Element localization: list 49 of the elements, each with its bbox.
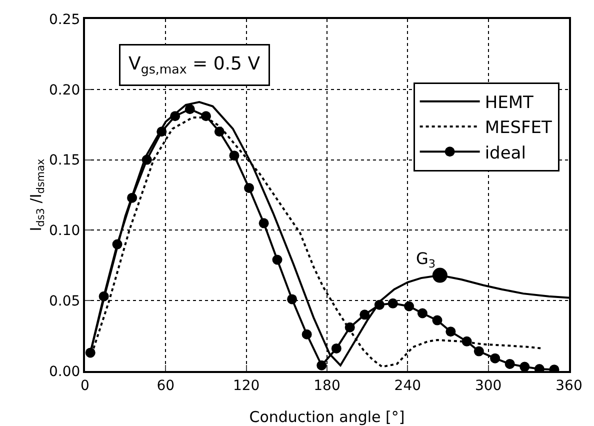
x-tick-label: 0 (80, 378, 90, 394)
legend-label: ideal (484, 143, 526, 164)
x-tick-label: 180 (314, 378, 340, 394)
x-tick-label: 240 (394, 378, 422, 394)
point (142, 154, 152, 165)
point (504, 358, 515, 369)
x-tick-label: 120 (232, 378, 260, 394)
y-tick-label: 0.20 (49, 82, 80, 98)
legend-label: MESFET (484, 118, 553, 138)
point (272, 254, 282, 265)
point (490, 353, 500, 364)
point (302, 329, 312, 340)
point (474, 346, 484, 356)
point (316, 360, 327, 370)
point (344, 322, 355, 332)
y-tick-label: 0.05 (49, 294, 80, 310)
x-tick-label: 300 (474, 378, 502, 394)
point (98, 291, 109, 302)
point (170, 111, 180, 122)
y-tick-label: 0.00 (49, 364, 80, 380)
point (258, 218, 269, 228)
legend-label: HEMT (484, 93, 534, 114)
point (446, 326, 456, 337)
point (112, 239, 122, 250)
point (214, 126, 224, 137)
x-tick-label: 60 (156, 378, 175, 394)
point (360, 310, 370, 320)
point (244, 182, 254, 193)
x-axis-title: Conduction angle [°] (249, 408, 405, 426)
point (156, 126, 167, 137)
annotation: G$_{3}$ (416, 249, 436, 270)
point (331, 343, 342, 354)
point (388, 298, 398, 308)
point (462, 336, 472, 346)
annotation: V$_{gs,max}$ = 0.5 V (128, 54, 261, 76)
point (287, 294, 298, 304)
y-tick-label: 0.10 (49, 223, 80, 240)
point (184, 104, 195, 114)
point (520, 362, 530, 371)
point (127, 192, 138, 203)
x-tick-label: 360 (556, 378, 582, 394)
point (201, 111, 211, 122)
point (417, 308, 428, 318)
y-tick-label: 0.25 (49, 12, 80, 28)
point (404, 301, 414, 312)
y-tick-label: 0.15 (49, 152, 80, 169)
point (374, 300, 384, 310)
point (432, 315, 442, 326)
point (229, 150, 240, 161)
